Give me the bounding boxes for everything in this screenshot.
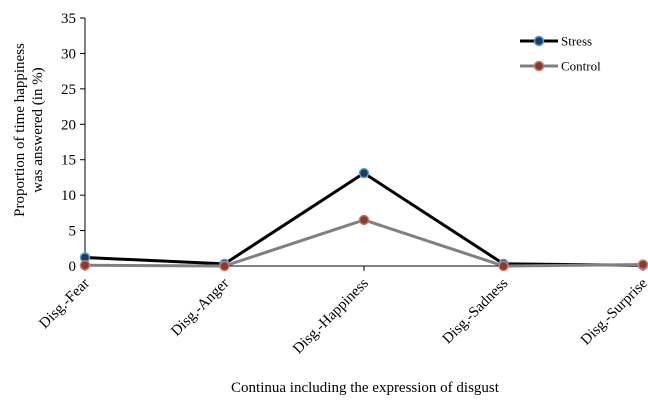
legend: Stress Control: [520, 34, 601, 74]
y-tick-label: 0: [69, 259, 77, 275]
legend-marker-control: [533, 60, 545, 72]
x-axis-title: Continua including the expression of dis…: [231, 380, 500, 396]
legend-label-control: Control: [561, 59, 601, 74]
y-tick-label: 35: [61, 11, 76, 27]
legend-label-stress: Stress: [561, 34, 592, 49]
y-axis-title: Proportion of time happiness was answere…: [12, 43, 46, 217]
y-axis-title-line-1: Proportion of time happiness: [12, 43, 28, 217]
x-tick-label: Disg.-Surprise: [578, 275, 648, 348]
y-tick-label: 30: [61, 46, 76, 62]
y-tick-label: 10: [61, 188, 76, 204]
y-tick-label: 5: [69, 224, 77, 240]
data-point-stress: [358, 167, 370, 179]
y-tick-label: 15: [61, 153, 76, 169]
x-tick-label: Disg.-Happiness: [290, 275, 372, 357]
y-tick-label: 20: [61, 117, 76, 133]
y-tick-label: 25: [61, 82, 76, 98]
y-axis-title-line-2: was answered (in %): [30, 67, 46, 192]
x-tick-label: Disg.-Anger: [168, 276, 232, 340]
data-point-control: [498, 260, 509, 272]
plot-area: 0 5 10 15 20 25 30 35 Disg.-Fear Disg.-Anger Disg.…: [36, 11, 648, 357]
x-tick-label: Disg.-Sadness: [440, 275, 512, 347]
data-point-control: [637, 259, 648, 270]
legend-marker-stress: [533, 35, 545, 47]
data-point-control: [358, 214, 370, 226]
series-line-control: [84, 218, 644, 268]
data-point-control: [79, 260, 91, 271]
x-tick-label: Disg.-Fear: [36, 276, 92, 332]
data-point-control: [219, 260, 230, 272]
